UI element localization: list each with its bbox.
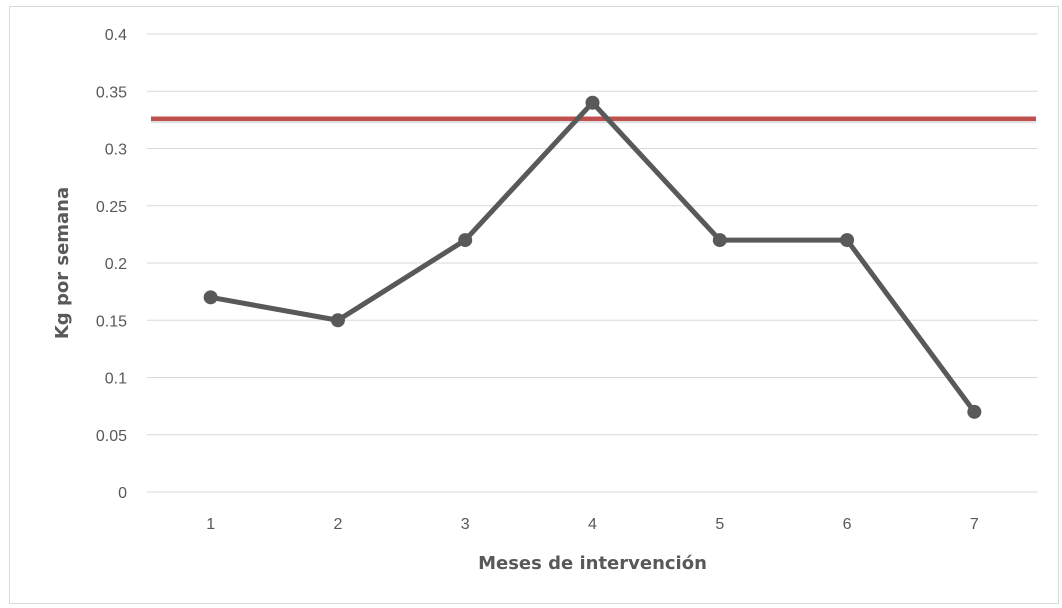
- x-tick-label: 6: [843, 516, 852, 533]
- series-group: [203, 95, 982, 419]
- y-tick-label: 0.35: [96, 84, 127, 101]
- x-tick-label: 3: [461, 516, 470, 533]
- x-tick-label: 1: [206, 516, 215, 533]
- data-point: [585, 95, 600, 110]
- chart-frame: [9, 6, 1059, 604]
- x-tick-label: 4: [588, 516, 597, 533]
- y-tick-label: 0.1: [105, 371, 127, 388]
- data-point: [203, 290, 218, 305]
- data-point: [458, 233, 473, 248]
- y-tick-label: 0.15: [96, 313, 127, 330]
- y-tick-label: 0.25: [96, 199, 127, 216]
- x-axis-ticks: 1 2 3 4 5 6 7: [206, 516, 979, 533]
- series-line: [208, 100, 977, 415]
- x-axis-title: Meses de intervención: [478, 553, 707, 574]
- gridlines: [147, 33, 1038, 493]
- data-point: [967, 404, 982, 419]
- x-tick-label: 2: [333, 516, 342, 533]
- reference-line-group: [151, 116, 1036, 124]
- data-point: [840, 233, 855, 248]
- y-tick-label: 0.05: [96, 428, 127, 445]
- x-tick-label: 7: [970, 516, 979, 533]
- x-tick-label: 5: [715, 516, 724, 533]
- data-point: [712, 233, 727, 248]
- y-axis-ticks: 0 0.05 0.1 0.15 0.2 0.25 0.3 0.35 0.4: [96, 27, 127, 502]
- y-tick-label: 0.4: [105, 27, 127, 44]
- y-tick-label: 0.2: [105, 256, 127, 273]
- y-tick-label: 0.3: [105, 142, 127, 159]
- y-axis-title: Kg por semana: [52, 187, 73, 339]
- data-point: [330, 313, 345, 328]
- y-tick-label: 0: [118, 485, 127, 502]
